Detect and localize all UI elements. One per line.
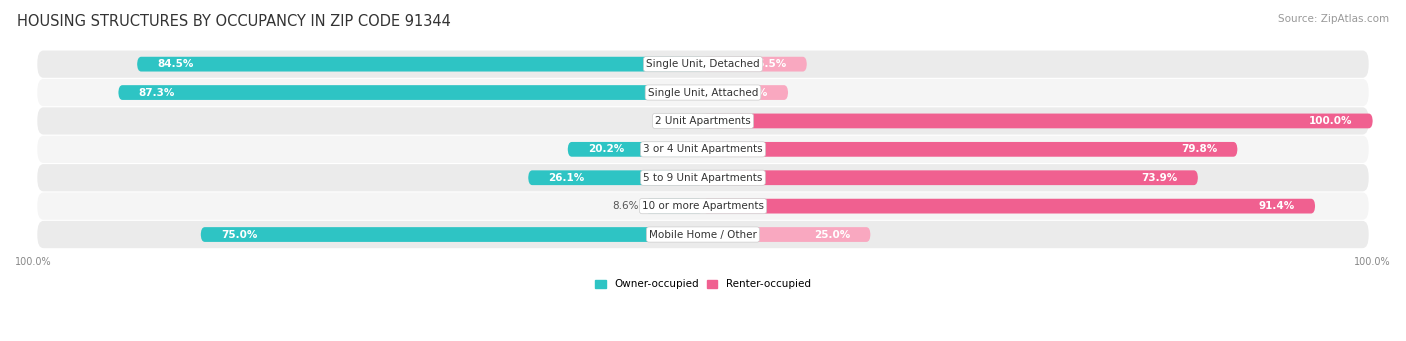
- Text: 87.3%: 87.3%: [138, 88, 174, 98]
- Text: 26.1%: 26.1%: [548, 173, 585, 183]
- FancyBboxPatch shape: [38, 50, 1368, 78]
- Text: 15.5%: 15.5%: [751, 59, 787, 69]
- FancyBboxPatch shape: [38, 221, 1368, 248]
- FancyBboxPatch shape: [529, 170, 703, 185]
- FancyBboxPatch shape: [703, 142, 1237, 157]
- FancyBboxPatch shape: [138, 57, 703, 72]
- FancyBboxPatch shape: [703, 57, 807, 72]
- Text: Single Unit, Detached: Single Unit, Detached: [647, 59, 759, 69]
- Text: 84.5%: 84.5%: [157, 59, 194, 69]
- FancyBboxPatch shape: [38, 193, 1368, 220]
- FancyBboxPatch shape: [703, 199, 1315, 213]
- FancyBboxPatch shape: [118, 85, 703, 100]
- Text: 25.0%: 25.0%: [814, 229, 851, 239]
- Text: 5 to 9 Unit Apartments: 5 to 9 Unit Apartments: [644, 173, 762, 183]
- FancyBboxPatch shape: [703, 85, 787, 100]
- Text: 10 or more Apartments: 10 or more Apartments: [643, 201, 763, 211]
- FancyBboxPatch shape: [38, 107, 1368, 135]
- Text: 75.0%: 75.0%: [221, 229, 257, 239]
- Text: 12.7%: 12.7%: [731, 88, 768, 98]
- FancyBboxPatch shape: [645, 199, 703, 213]
- Text: 73.9%: 73.9%: [1142, 173, 1178, 183]
- FancyBboxPatch shape: [568, 142, 703, 157]
- Text: 8.6%: 8.6%: [612, 201, 638, 211]
- Text: 2 Unit Apartments: 2 Unit Apartments: [655, 116, 751, 126]
- Text: Single Unit, Attached: Single Unit, Attached: [648, 88, 758, 98]
- FancyBboxPatch shape: [38, 136, 1368, 163]
- FancyBboxPatch shape: [703, 170, 1198, 185]
- Text: 0.0%: 0.0%: [657, 116, 683, 126]
- FancyBboxPatch shape: [703, 227, 870, 242]
- FancyBboxPatch shape: [38, 79, 1368, 106]
- Text: Mobile Home / Other: Mobile Home / Other: [650, 229, 756, 239]
- Text: 3 or 4 Unit Apartments: 3 or 4 Unit Apartments: [643, 144, 763, 154]
- Text: 79.8%: 79.8%: [1181, 144, 1218, 154]
- FancyBboxPatch shape: [703, 114, 1372, 128]
- Text: 100.0%: 100.0%: [1309, 116, 1353, 126]
- FancyBboxPatch shape: [201, 227, 703, 242]
- Text: 91.4%: 91.4%: [1258, 201, 1295, 211]
- Text: Source: ZipAtlas.com: Source: ZipAtlas.com: [1278, 14, 1389, 24]
- Text: HOUSING STRUCTURES BY OCCUPANCY IN ZIP CODE 91344: HOUSING STRUCTURES BY OCCUPANCY IN ZIP C…: [17, 14, 451, 29]
- Legend: Owner-occupied, Renter-occupied: Owner-occupied, Renter-occupied: [591, 275, 815, 293]
- FancyBboxPatch shape: [38, 164, 1368, 191]
- Text: 20.2%: 20.2%: [588, 144, 624, 154]
